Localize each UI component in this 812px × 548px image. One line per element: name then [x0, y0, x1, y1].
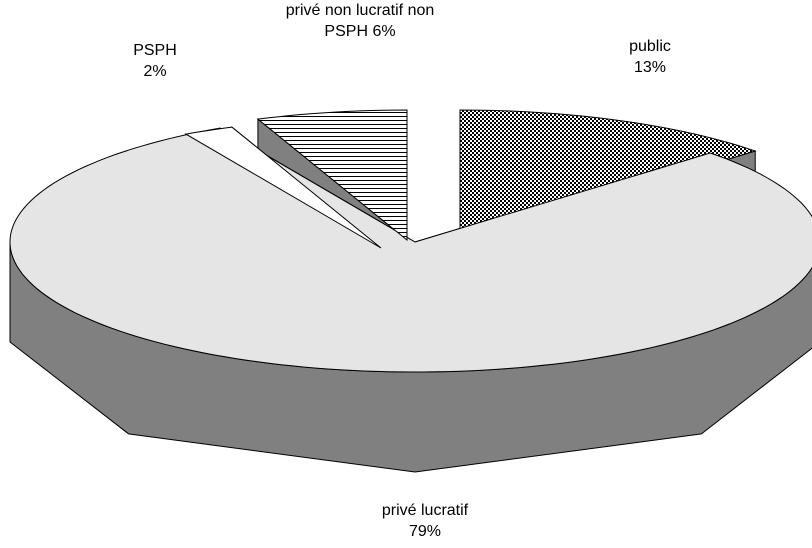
- slice-label-prive-lucratif-percent: 79%: [408, 523, 442, 540]
- slice-label-prive-lucratif: privé lucratif 79%: [355, 500, 495, 542]
- slice-label-public-percent: 13%: [633, 59, 667, 76]
- slice-label-psph-percent: 2%: [143, 63, 167, 80]
- slice-top-psph: [184, 126, 382, 249]
- slice-label-prive-non-lucratif: privé non lucratif non PSPH 6%: [260, 0, 460, 42]
- slice-label-psph-name: PSPH: [133, 42, 177, 59]
- slice-label-public-name: public: [629, 38, 671, 55]
- slice-top-prive-non-lucratif-non-psph: [256, 109, 408, 242]
- slice-label-prive-non-lucratif-percent: PSPH 6%: [324, 23, 396, 40]
- slice-top-prive-lucratif: [9, 127, 812, 373]
- slice-label-psph: PSPH 2%: [115, 40, 195, 82]
- slice-label-public: public 13%: [600, 36, 700, 78]
- slice-label-prive-lucratif-name: privé lucratif: [381, 502, 469, 519]
- slice-label-prive-non-lucratif-name: privé non lucratif non: [285, 2, 435, 19]
